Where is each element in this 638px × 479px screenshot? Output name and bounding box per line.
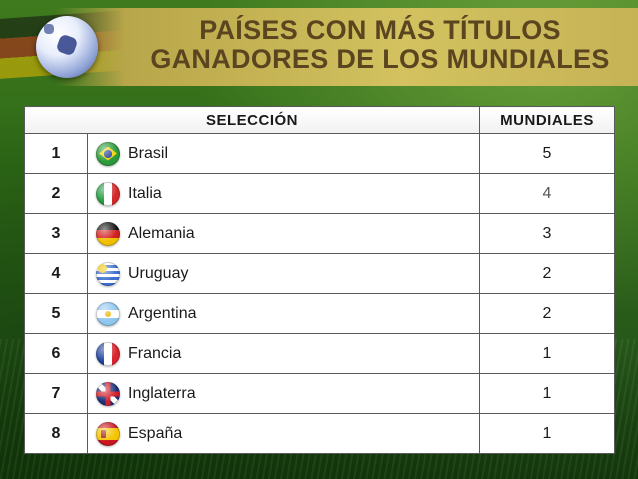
italy-flag-icon <box>96 181 120 206</box>
uruguay-flag-icon <box>96 261 120 286</box>
team-cell: Brasil <box>87 133 480 174</box>
table-header-row: SELECCIÓN MUNDIALES <box>24 106 615 134</box>
titles-count-cell: 1 <box>479 333 615 374</box>
france-flag-icon <box>96 341 120 366</box>
team-name: Brasil <box>128 144 169 162</box>
rank-cell: 6 <box>24 333 88 374</box>
rank-cell: 8 <box>24 413 88 454</box>
team-name: Argentina <box>128 304 197 322</box>
rank-cell: 7 <box>24 373 88 414</box>
team-cell: Italia <box>87 173 480 214</box>
world-cup-titles-table: SELECCIÓN MUNDIALES 1 Brasil 5 2 Italia … <box>24 106 615 454</box>
title-line-2: GANADORES DE LOS MUNDIALES <box>150 44 610 74</box>
titles-count-cell: 3 <box>479 213 615 254</box>
team-name: Italia <box>128 184 162 202</box>
rank-cell: 5 <box>24 293 88 334</box>
titles-count-cell: 5 <box>479 133 615 174</box>
team-name: Francia <box>128 344 182 362</box>
page-title: PAÍSES CON MÁS TÍTULOS GANADORES DE LOS … <box>140 16 620 74</box>
team-name: Alemania <box>128 224 195 242</box>
team-cell: Uruguay <box>87 253 480 294</box>
table-row: 7 Inglaterra 1 <box>24 373 615 414</box>
team-name: Inglaterra <box>128 384 196 402</box>
table-row: 4 Uruguay 2 <box>24 253 615 294</box>
team-cell: España <box>87 413 480 454</box>
team-name: España <box>128 424 183 442</box>
title-line-1: PAÍSES CON MÁS TÍTULOS <box>199 15 561 45</box>
germany-flag-icon <box>96 221 120 246</box>
table-row: 6 Francia 1 <box>24 333 615 374</box>
titles-count-cell: 4 <box>479 173 615 214</box>
spain-flag-icon <box>96 421 120 446</box>
team-cell: Argentina <box>87 293 480 334</box>
soccer-ball-icon <box>36 16 98 78</box>
argentina-flag-icon <box>96 301 120 326</box>
brazil-flag-icon <box>96 141 120 166</box>
title-banner <box>55 8 638 86</box>
header-seleccion: SELECCIÓN <box>24 106 480 134</box>
titles-count-cell: 1 <box>479 413 615 454</box>
header-mundiales: MUNDIALES <box>479 106 615 134</box>
team-name: Uruguay <box>128 264 189 282</box>
rank-cell: 3 <box>24 213 88 254</box>
team-cell: Inglaterra <box>87 373 480 414</box>
table-row: 1 Brasil 5 <box>24 133 615 174</box>
team-cell: Francia <box>87 333 480 374</box>
rank-cell: 4 <box>24 253 88 294</box>
table-row: 3 Alemania 3 <box>24 213 615 254</box>
titles-count-cell: 2 <box>479 253 615 294</box>
rank-cell: 1 <box>24 133 88 174</box>
titles-count-cell: 2 <box>479 293 615 334</box>
table-row: 8 España 1 <box>24 413 615 454</box>
table-row: 2 Italia 4 <box>24 173 615 214</box>
england-flag-icon <box>96 381 120 406</box>
table-row: 5 Argentina 2 <box>24 293 615 334</box>
titles-count-cell: 1 <box>479 373 615 414</box>
rank-cell: 2 <box>24 173 88 214</box>
team-cell: Alemania <box>87 213 480 254</box>
